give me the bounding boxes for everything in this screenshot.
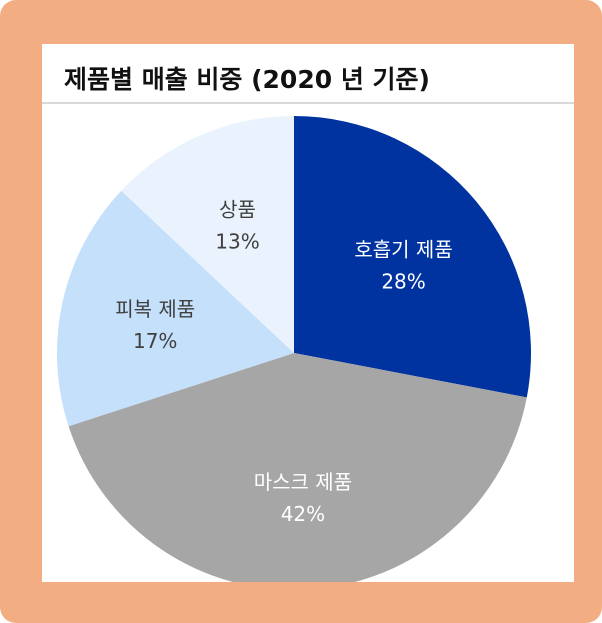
label-mask: 마스크 제품 42%	[254, 470, 352, 526]
label-goods: 상품 13%	[215, 197, 259, 253]
slice-percent-label: 13%	[215, 229, 259, 253]
slice-mask	[68, 353, 527, 582]
slice-percent-label: 42%	[281, 502, 325, 526]
label-clothing: 피복 제품 17%	[115, 297, 195, 353]
slice-clothing	[56, 190, 294, 427]
slice-respiratory	[294, 116, 531, 398]
title-divider	[42, 102, 574, 104]
slice-goods	[121, 116, 294, 353]
slice-category-label: 마스크 제품	[254, 470, 352, 494]
chart-panel: 제품별 매출 비중 (2020 년 기준) 호흡기 제품 28% 마스크 제품 42%…	[42, 44, 574, 582]
label-respiratory: 호흡기 제품 28%	[354, 237, 452, 293]
slice-category-label: 피복 제품	[115, 297, 195, 321]
slice-percent-label: 28%	[381, 269, 425, 293]
slice-category-label: 상품	[219, 197, 256, 221]
slice-category-label: 호흡기 제품	[354, 237, 452, 261]
chart-title: 제품별 매출 비중 (2020 년 기준)	[64, 65, 430, 94]
slice-percent-label: 17%	[133, 329, 177, 353]
pie-chart: 호흡기 제품 28% 마스크 제품 42% 피복 제품 17% 상품 13%	[56, 116, 531, 582]
